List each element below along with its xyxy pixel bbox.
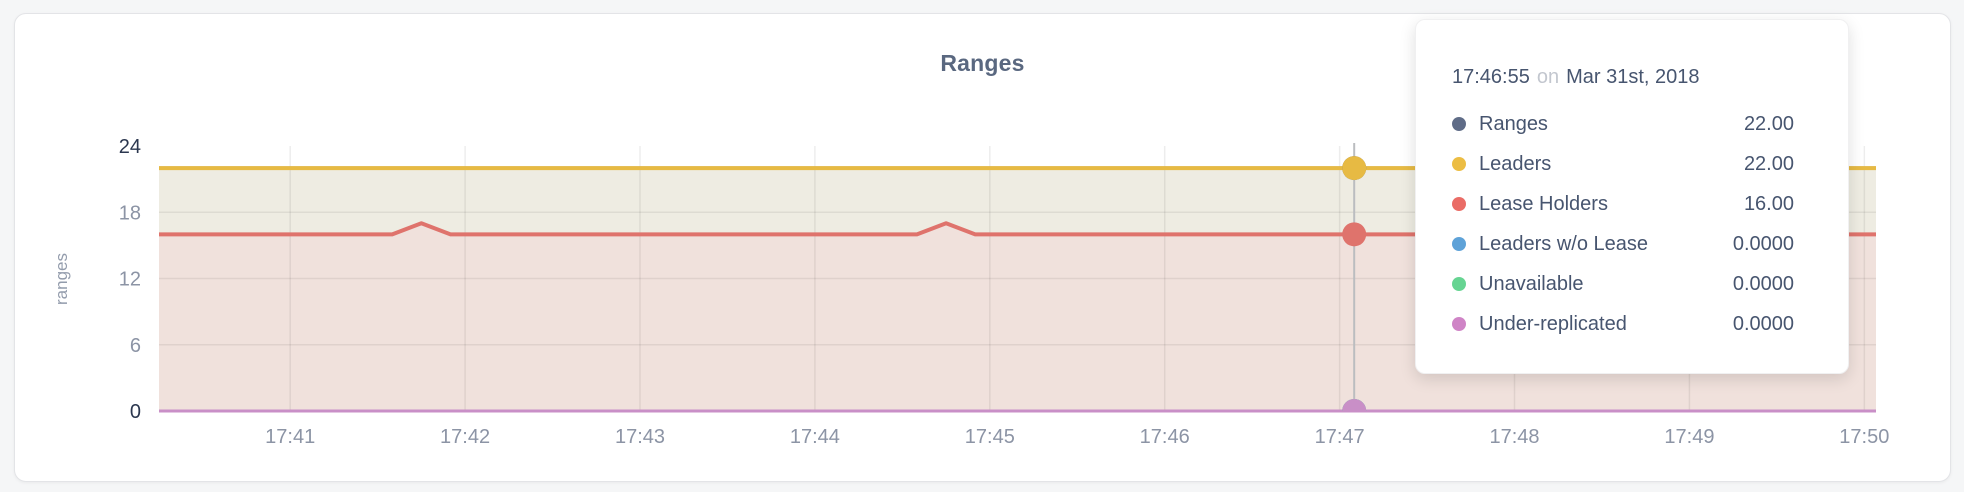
series-color-dot bbox=[1452, 157, 1466, 171]
series-value: 16.00 bbox=[1743, 192, 1794, 215]
series-color-dot bbox=[1452, 197, 1466, 211]
tooltip-series-row: Ranges 22.00 bbox=[1452, 104, 1794, 144]
tooltip-series-row: Leaders w/o Lease 0.0000 bbox=[1452, 224, 1794, 264]
y-tick-label: 24 bbox=[119, 136, 141, 158]
series-color-dot bbox=[1452, 277, 1466, 291]
series-color-dot bbox=[1452, 237, 1466, 251]
x-tick-label: 17:43 bbox=[615, 426, 665, 448]
y-tick-label: 18 bbox=[119, 202, 141, 224]
series-value: 22.00 bbox=[1743, 112, 1794, 135]
series-color-dot bbox=[1452, 317, 1466, 331]
chart-title: Ranges bbox=[940, 50, 1025, 76]
tooltip-on: on bbox=[1536, 66, 1560, 88]
hover-dot-leaders bbox=[1342, 156, 1367, 181]
tooltip-series-row: Lease Holders 16.00 bbox=[1452, 184, 1794, 224]
series-label: Lease Holders bbox=[1479, 192, 1608, 215]
hover-dot-under-replicated bbox=[1342, 399, 1367, 411]
x-tick-label: 17:42 bbox=[440, 426, 490, 448]
x-tick-label: 17:44 bbox=[790, 426, 840, 448]
x-tick-label: 17:49 bbox=[1664, 426, 1714, 448]
x-tick-label: 17:46 bbox=[1140, 426, 1190, 448]
series-label: Unavailable bbox=[1479, 272, 1584, 295]
x-tick-label: 17:41 bbox=[265, 426, 315, 448]
x-tick-label: 17:50 bbox=[1839, 426, 1889, 448]
x-tick-label: 17:45 bbox=[965, 426, 1015, 448]
series-value: 0.0000 bbox=[1732, 312, 1794, 335]
tooltip-series-row: Under-replicated 0.0000 bbox=[1452, 304, 1794, 344]
series-value: 0.0000 bbox=[1732, 272, 1794, 295]
chart-panel: Ranges ranges 17:41 17:42 17:43 17:44 17:45 1… bbox=[14, 13, 1951, 482]
x-tick-label: 17:47 bbox=[1315, 426, 1365, 448]
tooltip-header: 17:46:55 on Mar 31st, 2018 bbox=[1452, 64, 1794, 90]
tooltip-series-row: Leaders 22.00 bbox=[1452, 144, 1794, 184]
tooltip-time: 17:46:55 bbox=[1452, 66, 1530, 88]
tooltip-legend: Ranges 22.00 Leaders 22.00 Lease Holders 16.0… bbox=[1452, 104, 1794, 344]
series-label: Leaders w/o Lease bbox=[1479, 232, 1649, 255]
y-tick-label: 0 bbox=[130, 401, 141, 423]
series-label: Under-replicated bbox=[1479, 312, 1627, 335]
series-label: Ranges bbox=[1479, 112, 1548, 135]
series-line-lease-holders bbox=[159, 221, 1876, 237]
series-value: 22.00 bbox=[1743, 152, 1794, 175]
series-color-dot bbox=[1452, 117, 1466, 131]
tooltip-date: Mar 31st, 2018 bbox=[1566, 66, 1700, 88]
hover-dot-lease-holders bbox=[1342, 222, 1367, 247]
y-tick-label: 6 bbox=[130, 335, 141, 357]
series-label: Leaders bbox=[1479, 152, 1552, 175]
chart-tooltip: 17:46:55 on Mar 31st, 2018 Ranges 22.00 Lead… bbox=[1415, 19, 1849, 374]
y-tick-label: 12 bbox=[119, 269, 141, 291]
series-value: 0.0000 bbox=[1732, 232, 1794, 255]
x-tick-label: 17:48 bbox=[1489, 426, 1539, 448]
tooltip-series-row: Unavailable 0.0000 bbox=[1452, 264, 1794, 304]
